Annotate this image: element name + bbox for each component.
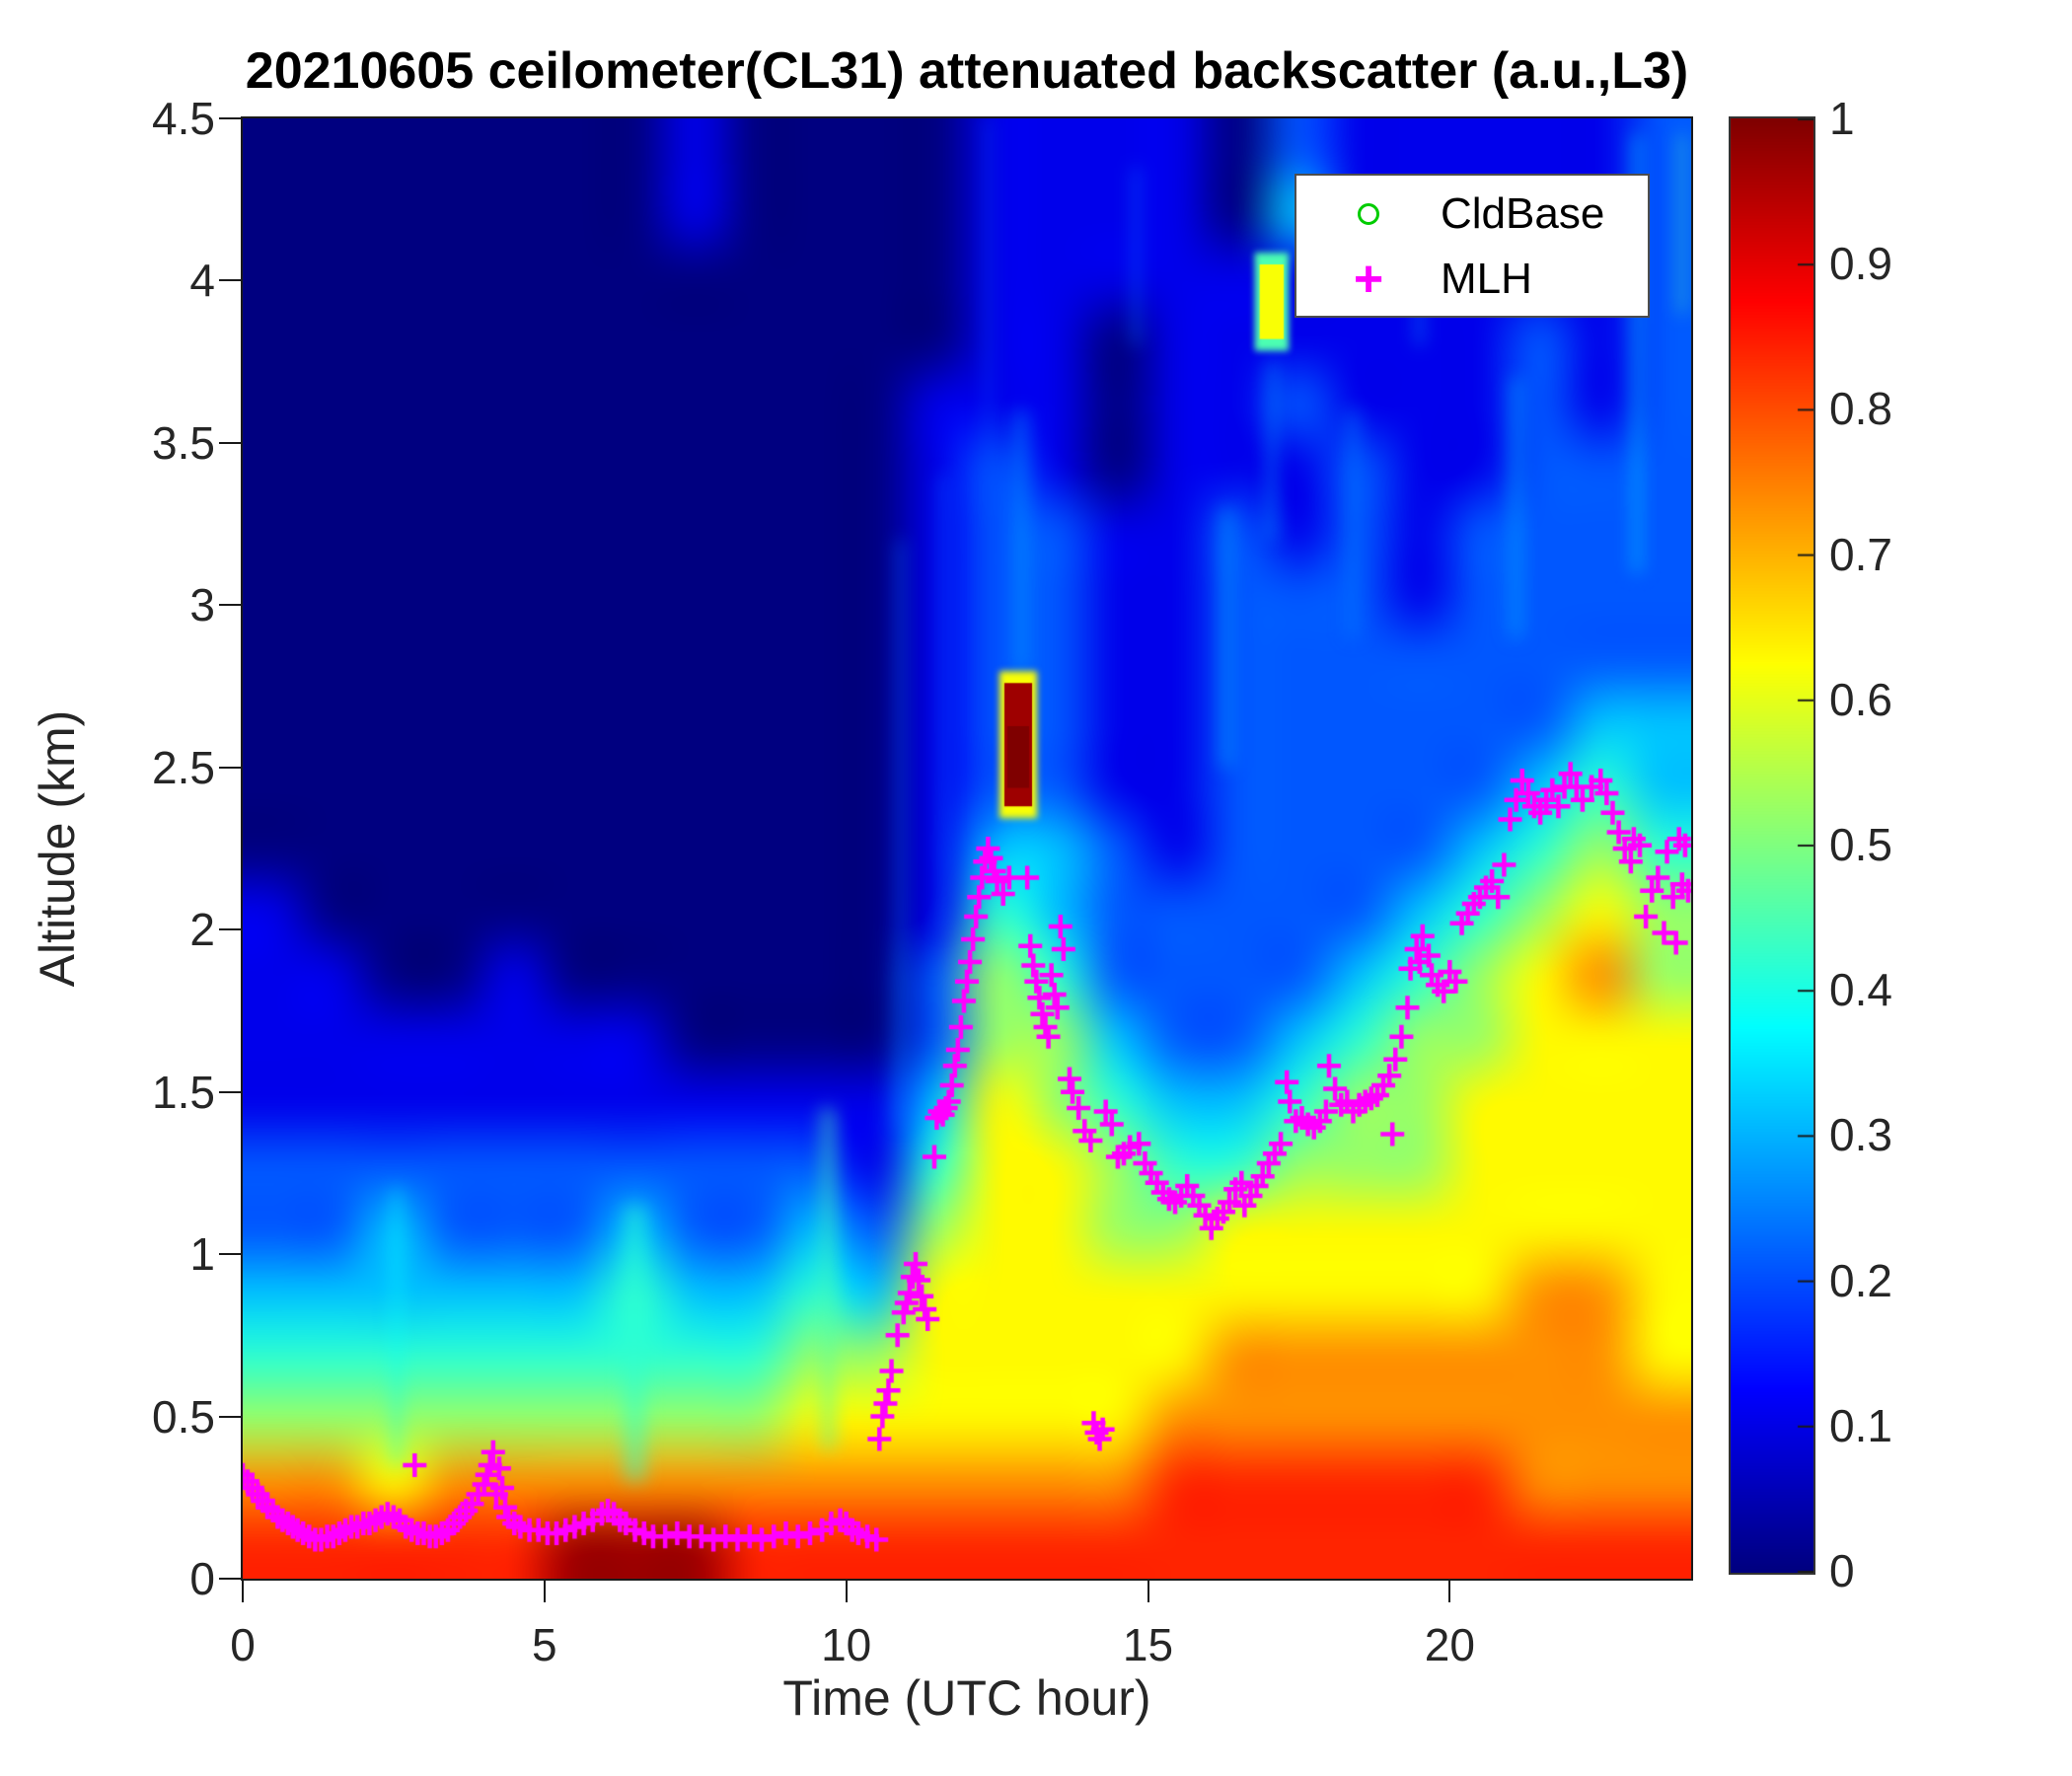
colorbar-tick-label: 0.2 (1829, 1254, 1892, 1306)
x-tick (1448, 1581, 1451, 1602)
x-tick (242, 1581, 244, 1602)
plot-area (241, 116, 1693, 1581)
colorbar-tick-label: 1 (1829, 93, 1855, 144)
colorbar (1729, 116, 1815, 1575)
y-tick-label: 3.5 (152, 416, 215, 469)
colorbar-tick-label: 0.9 (1829, 238, 1892, 290)
y-tick-label: 2 (189, 904, 215, 956)
legend-item-cldbase: CldBase (1296, 182, 1648, 247)
colorbar-tick-label: 0.8 (1829, 383, 1892, 435)
colorbar-tick-label: 0.3 (1829, 1109, 1892, 1161)
y-tick-label: 0 (189, 1553, 215, 1604)
x-tick (845, 1581, 848, 1602)
y-tick (219, 279, 241, 282)
legend: CldBase + MLH (1295, 174, 1650, 318)
y-tick (219, 766, 241, 769)
y-tick (219, 1090, 241, 1093)
colorbar-canvas (1731, 118, 1813, 1573)
y-tick (219, 1415, 241, 1418)
chart-title: 20210605 ceilometer(CL31) attenuated bac… (245, 42, 1689, 100)
y-tick-label: 4.5 (152, 93, 215, 144)
colorbar-tick-label: 0.1 (1829, 1399, 1892, 1451)
y-tick-label: 1.5 (152, 1066, 215, 1118)
x-tick-label: 20 (1424, 1619, 1475, 1670)
colorbar-tick-label: 0.6 (1829, 673, 1892, 725)
colorbar-tick-label: 0.7 (1829, 528, 1892, 580)
y-tick (219, 117, 241, 119)
x-tick-label: 5 (532, 1619, 557, 1670)
y-tick (219, 928, 241, 931)
colorbar-tick-label: 0 (1829, 1545, 1855, 1596)
cldbase-circle-icon (1358, 203, 1379, 225)
y-tick-label: 0.5 (152, 1390, 215, 1443)
y-tick (219, 1253, 241, 1256)
x-axis-label: Time (UTC hour) (782, 1670, 1151, 1726)
legend-item-mlh: + MLH (1296, 247, 1648, 312)
colorbar-tick-label: 0.4 (1829, 964, 1892, 1016)
y-tick (219, 1578, 241, 1580)
heatmap-canvas (243, 118, 1691, 1579)
y-tick-label: 2.5 (152, 741, 215, 793)
x-tick-label: 0 (230, 1619, 256, 1670)
colorbar-tick-label: 0.5 (1829, 819, 1892, 870)
y-tick-label: 4 (189, 255, 215, 307)
mlh-plus-icon: + (1353, 251, 1384, 308)
y-tick (219, 604, 241, 607)
x-tick-label: 10 (821, 1619, 872, 1670)
y-tick-label: 1 (189, 1228, 215, 1281)
y-tick-label: 3 (189, 579, 215, 631)
x-tick-label: 15 (1122, 1619, 1174, 1670)
y-tick (219, 441, 241, 444)
x-tick (1147, 1581, 1149, 1602)
legend-label-mlh: MLH (1441, 255, 1532, 303)
legend-label-cldbase: CldBase (1441, 189, 1605, 238)
x-tick (543, 1581, 546, 1602)
